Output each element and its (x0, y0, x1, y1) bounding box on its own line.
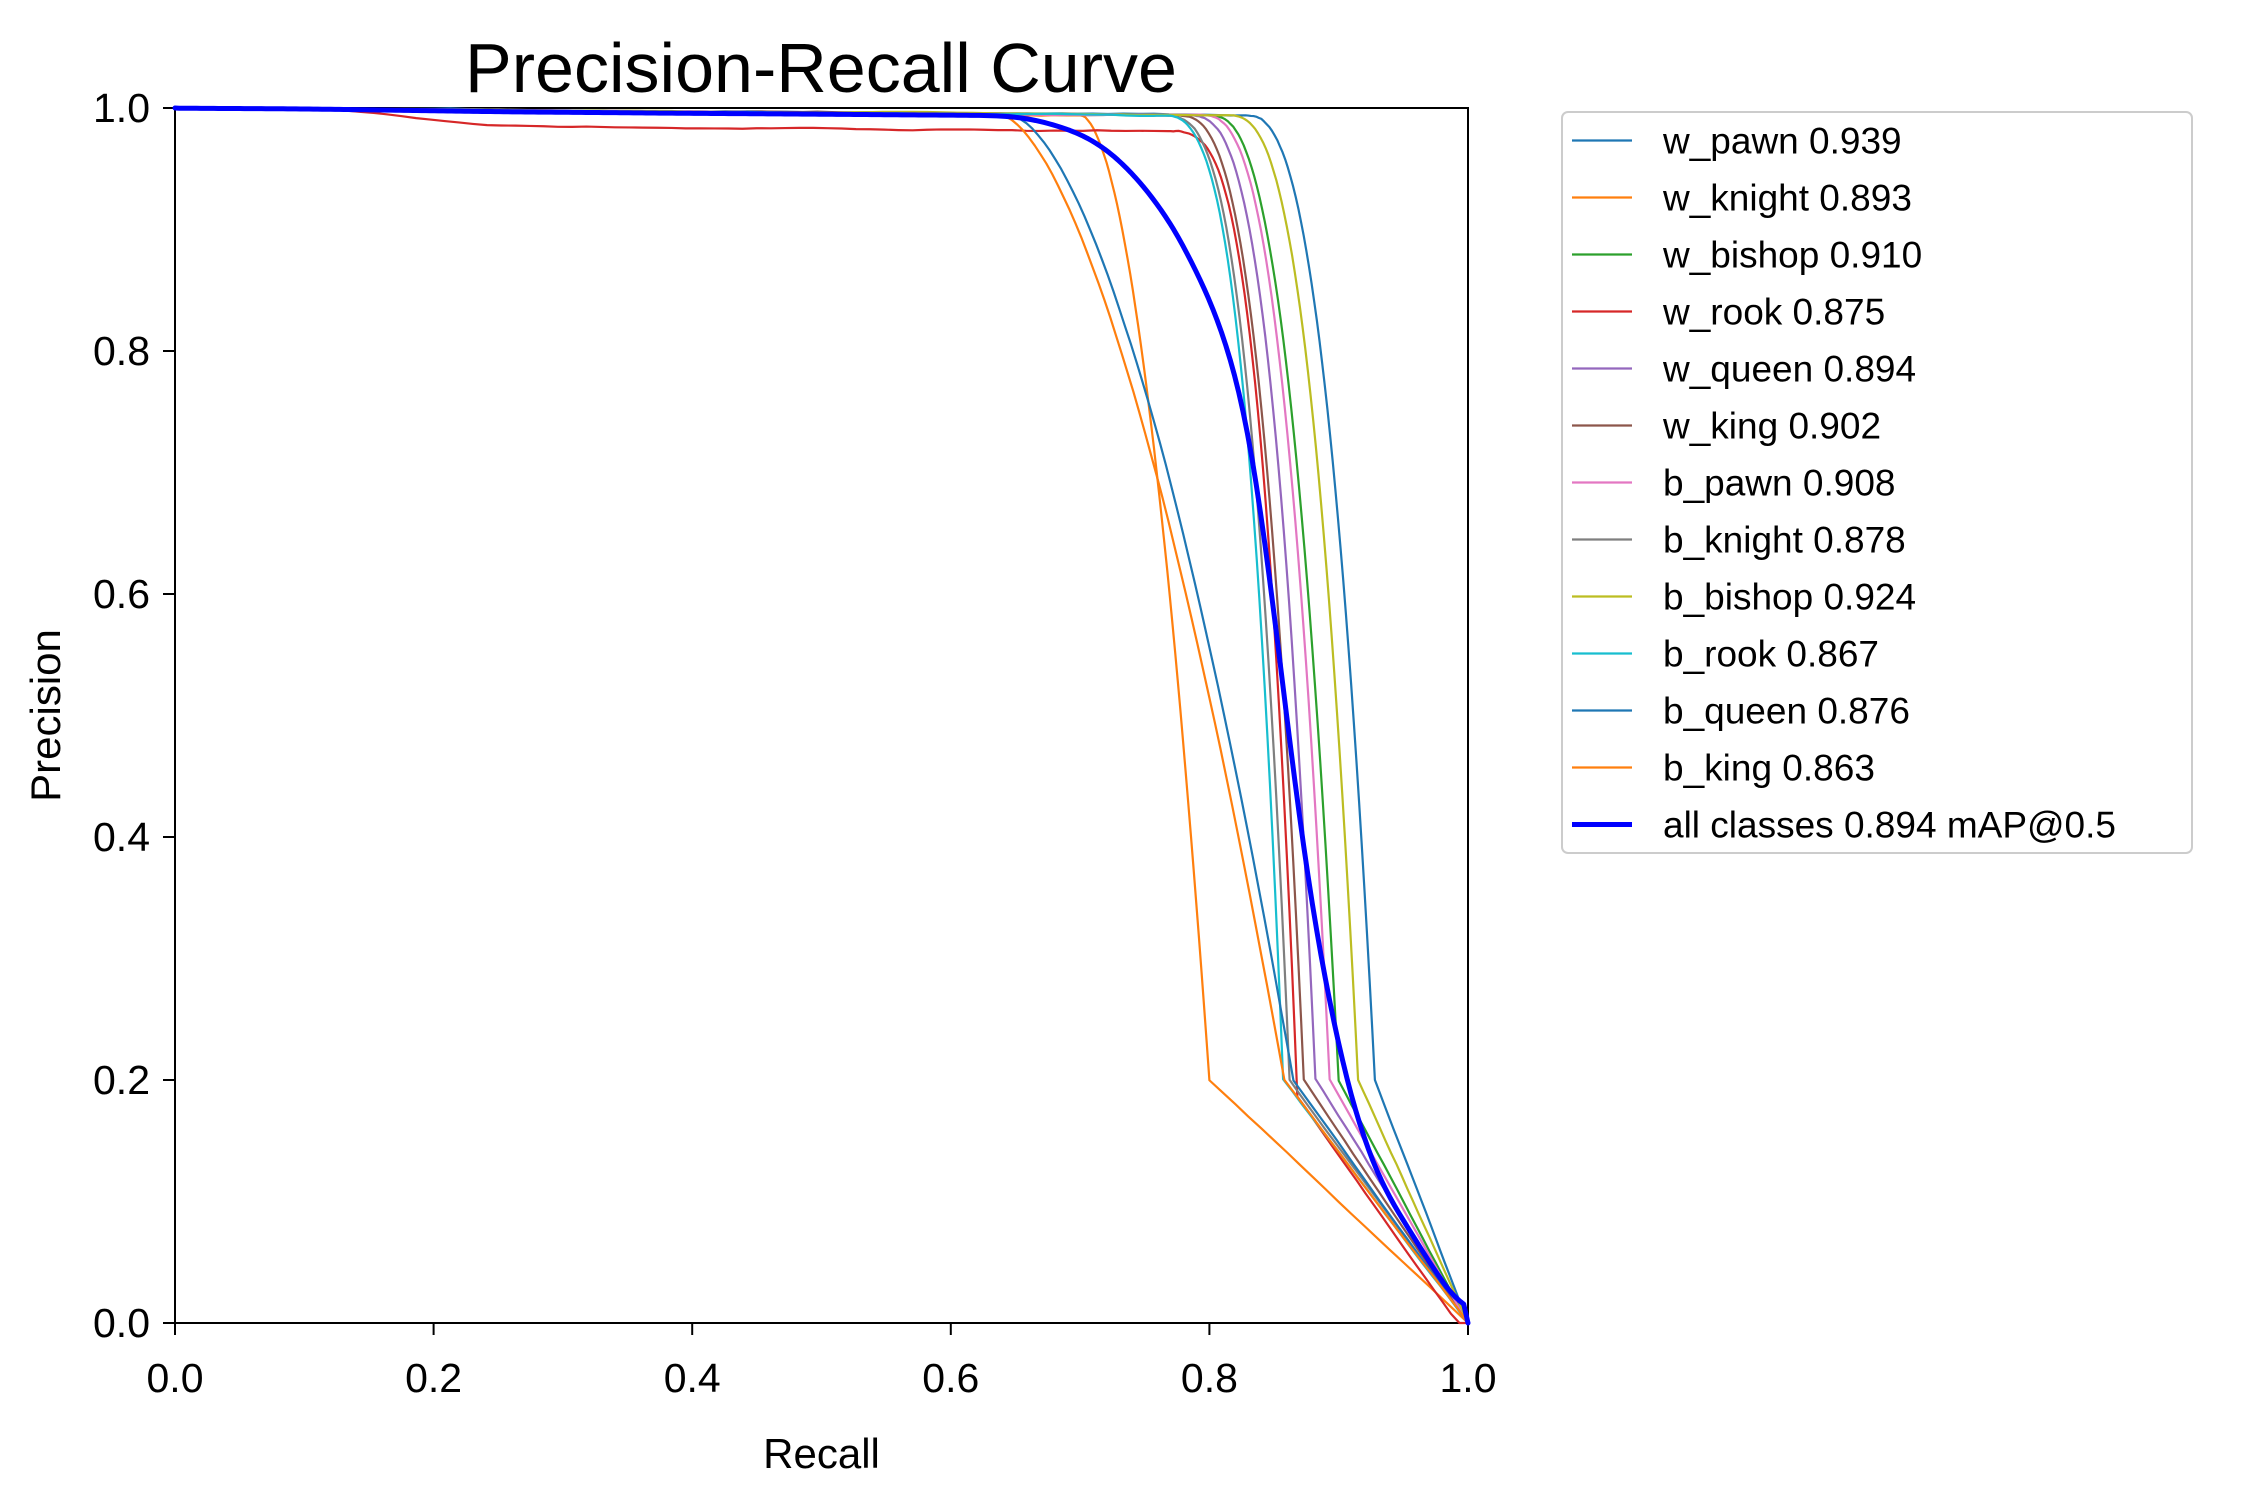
svg-text:w_knight 0.893: w_knight 0.893 (1662, 178, 1912, 219)
svg-text:w_pawn 0.939: w_pawn 0.939 (1662, 121, 1902, 162)
svg-text:1.0: 1.0 (1440, 1355, 1497, 1401)
svg-text:b_king 0.863: b_king 0.863 (1663, 748, 1875, 789)
svg-text:Precision-Recall Curve: Precision-Recall Curve (465, 29, 1177, 107)
svg-text:0.4: 0.4 (93, 814, 150, 860)
svg-text:all classes 0.894 mAP@0.5: all classes 0.894 mAP@0.5 (1663, 805, 2116, 846)
svg-text:0.6: 0.6 (93, 571, 150, 617)
svg-text:b_queen 0.876: b_queen 0.876 (1663, 691, 1910, 732)
svg-text:w_rook 0.875: w_rook 0.875 (1662, 292, 1885, 333)
svg-text:0.0: 0.0 (93, 1300, 150, 1346)
svg-text:0.6: 0.6 (922, 1355, 979, 1401)
svg-text:b_pawn 0.908: b_pawn 0.908 (1663, 463, 1895, 504)
svg-text:0.0: 0.0 (147, 1355, 204, 1401)
svg-text:w_king 0.902: w_king 0.902 (1662, 406, 1881, 447)
svg-text:0.2: 0.2 (93, 1057, 150, 1103)
svg-text:Precision: Precision (22, 629, 69, 802)
svg-text:0.8: 0.8 (1181, 1355, 1238, 1401)
svg-text:b_rook 0.867: b_rook 0.867 (1663, 634, 1879, 675)
svg-text:w_queen 0.894: w_queen 0.894 (1662, 349, 1916, 390)
svg-text:0.4: 0.4 (664, 1355, 721, 1401)
svg-text:b_knight 0.878: b_knight 0.878 (1663, 520, 1906, 561)
svg-text:Recall: Recall (763, 1430, 880, 1477)
svg-text:0.2: 0.2 (405, 1355, 462, 1401)
svg-text:b_bishop 0.924: b_bishop 0.924 (1663, 577, 1916, 618)
svg-text:1.0: 1.0 (93, 85, 150, 131)
svg-text:w_bishop 0.910: w_bishop 0.910 (1662, 235, 1922, 276)
svg-text:0.8: 0.8 (93, 328, 150, 374)
